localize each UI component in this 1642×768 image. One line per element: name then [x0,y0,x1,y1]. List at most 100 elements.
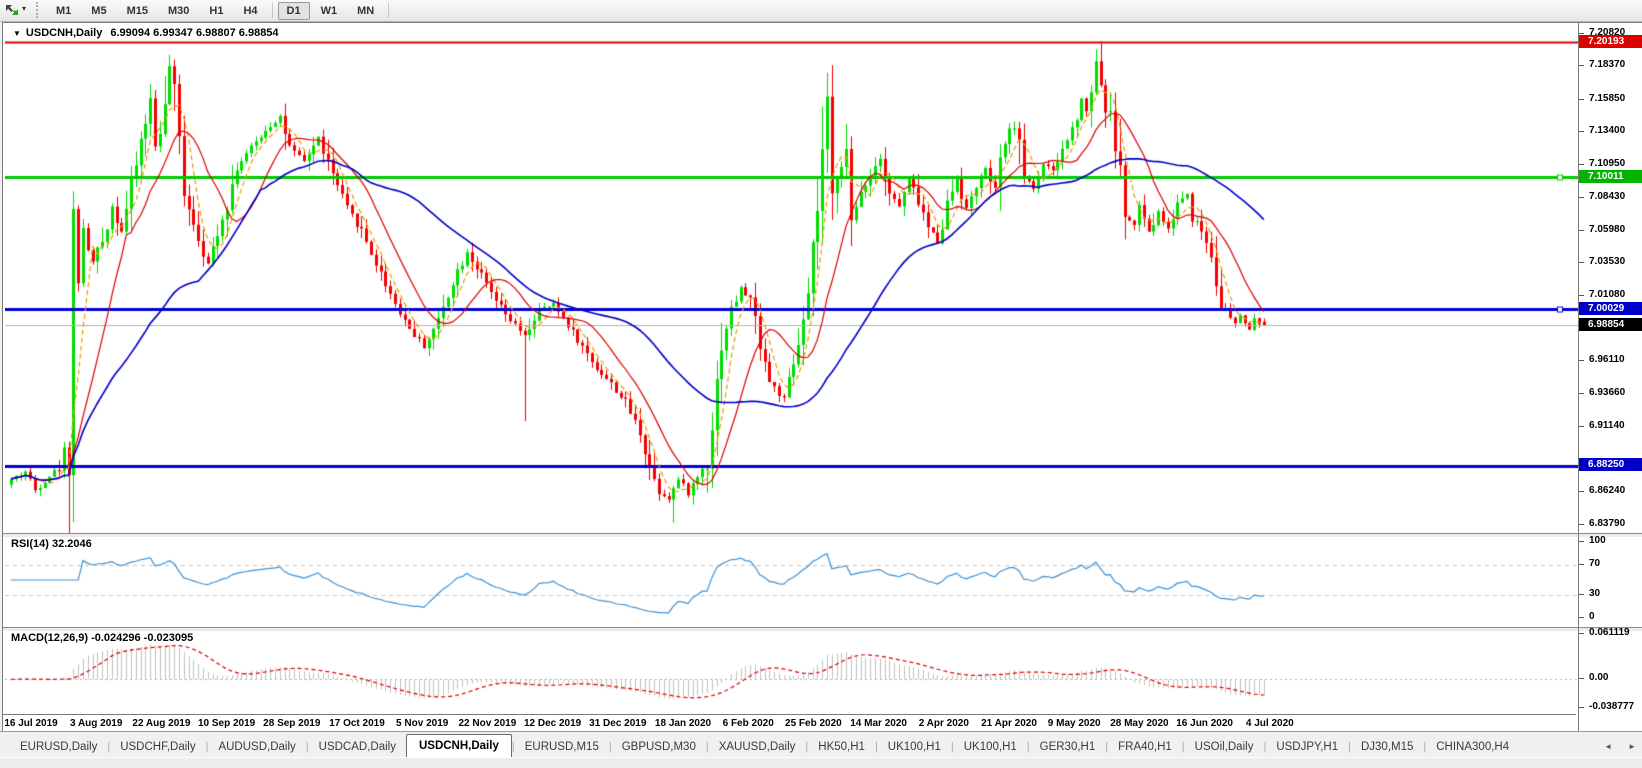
price-tick-label: 6.86240 [1589,485,1626,497]
tab-separator: | [608,741,612,753]
rsi-label: RSI(14) 32.2046 [11,538,92,550]
tabs-scroll-left-icon[interactable]: ◄ [1604,742,1613,751]
price-chart-canvas[interactable] [5,25,1578,533]
timeframe-button-m30[interactable]: M30 [167,4,190,17]
macd-tick-mark [1579,707,1584,708]
chart-shift-icon[interactable] [4,3,20,17]
price-tick-mark [1579,65,1584,67]
chart-tabs: EURUSD,Daily | USDCHF,Daily | AUDUSD,Daily | U… [0,732,1592,758]
rsi-tick-label: 0 [1589,611,1595,622]
macd-canvas[interactable] [5,630,1578,714]
rsi-canvas[interactable] [5,536,1578,627]
macd-tick-label: 0.061119 [1589,627,1630,638]
rsi-tick-label: 30 [1589,588,1601,600]
date-axis-label: 28 May 2020 [1110,718,1169,729]
chart-tab-xauusd[interactable]: XAUUSD,Daily [718,741,796,753]
rsi-tick-mark [1579,541,1584,542]
timeframe-button-w1[interactable]: W1 [320,4,338,17]
chart-tab-china300[interactable]: CHINA300,H4 [1436,741,1510,753]
tab-separator: | [511,741,515,753]
price-tick-label: 7.13400 [1589,125,1626,137]
date-axis-label: 17 Oct 2019 [329,718,385,729]
price-tick-mark [1579,262,1584,264]
price-tick-label: 6.83790 [1589,517,1626,529]
price-tick-mark [1579,426,1584,428]
tab-scroll-arrows: ◄ ► [1604,743,1636,751]
price-tick-label: 7.10950 [1589,157,1626,169]
chart-tab-uk100[interactable]: UK100,H1 [887,741,941,753]
price-tick-label: 7.18370 [1589,59,1626,71]
price-axis-border [1578,23,1579,731]
chart-tab-usdjpy[interactable]: USDJPY,H1 [1276,741,1339,753]
chart-tab-usdcad[interactable]: USDCAD,Daily [318,741,396,753]
toolbar-grip[interactable] [36,2,42,18]
timeframe-button-h1[interactable]: H1 [209,4,224,17]
chart-tab-hk50[interactable]: HK50,H1 [818,741,865,753]
tab-separator: | [950,741,954,753]
chart-tab-eurusd[interactable]: EURUSD,Daily [20,741,98,753]
price-tick-label: 6.91140 [1589,420,1625,432]
chart-tool-dropdown-icon[interactable]: ▾ [22,4,27,13]
status-bar [0,757,1642,768]
price-tick-mark [1579,360,1584,362]
chart-tab-eurusd[interactable]: EURUSD,M15 [524,741,599,753]
price-tick-mark [1579,33,1584,34]
tab-separator: | [874,741,878,753]
time-axis[interactable]: 16 Jul 2019 3 Aug 2019 22 Aug 2019 10 Sep 2… [3,714,1576,732]
date-axis-label: 28 Sep 2019 [263,718,321,729]
chart-tab-audusd[interactable]: AUDUSD,Daily [218,741,296,753]
price-tick-label: 7.01080 [1589,288,1626,300]
macd-tick-label: 0.00 [1589,672,1609,684]
chart-tab-usdchf[interactable]: USDCHF,Daily [120,741,196,753]
timeframe-button-m5[interactable]: M5 [91,4,107,17]
panel-divider-macd[interactable] [3,627,1642,632]
price-tick-label: 7.03530 [1589,256,1626,268]
tab-separator: | [1348,741,1351,753]
chart-tab-dj30[interactable]: DJ30,M15 [1360,741,1414,753]
rsi-tick-mark [1579,594,1584,596]
tabs-scroll-right-icon[interactable]: ► [1628,742,1636,751]
date-axis-label: 22 Aug 2019 [132,718,191,729]
price-tick-label: 7.20820 [1589,27,1626,38]
toolbar: ▾ M1 M5 M15 M30 H1 H4 D1 W1 MN [0,0,1642,22]
price-tick-mark [1579,163,1584,165]
toolbar-separator [271,3,273,18]
symbol-dropdown-icon[interactable]: ▼ [13,29,21,38]
chart-window: ▼ USDCNH,Daily 6.99094 6.99347 6.98807 6.9… [2,22,1642,732]
tab-separator: | [1181,741,1185,753]
timeframe-button-m15[interactable]: M15 [126,4,148,17]
tab-separator: | [107,741,111,753]
timeframe-button-mn[interactable]: MN [357,4,375,17]
chart-symbol-label: USDCNH,Daily [25,27,103,39]
chart-tab-fra40[interactable]: FRA40,H1 [1118,741,1172,753]
macd-label: MACD(12,26,9) -0.024296 -0.023095 [11,632,194,644]
date-axis-label: 3 Aug 2019 [69,718,123,729]
tab-separator: | [1026,741,1030,753]
tab-separator: | [305,741,309,753]
chart-tab-usoil[interactable]: USOil,Daily [1194,741,1254,753]
panel-divider-rsi[interactable] [3,533,1642,538]
price-badge: 7.10011 [1579,169,1642,183]
macd-tick-mark [1579,678,1584,680]
timeframe-button-d1[interactable]: D1 [277,1,310,20]
date-axis-label: 12 Dec 2019 [523,718,582,729]
date-axis-label: 2 Apr 2020 [918,718,969,729]
timeframe-button-m1[interactable]: M1 [56,4,72,17]
macd-tick-mark [1579,633,1584,634]
date-axis-label: 25 Feb 2020 [785,718,842,729]
price-tick-mark [1579,229,1584,231]
chart-tab-uk100[interactable]: UK100,H1 [963,741,1017,753]
tab-separator: | [1263,741,1267,753]
price-tick-label: 7.15850 [1589,92,1626,104]
chart-tab-ger30[interactable]: GER30,H1 [1039,741,1096,753]
tab-separator: | [1105,741,1109,753]
price-badge: 6.88250 [1579,458,1642,472]
timeframe-button-h4[interactable]: H4 [243,4,258,17]
chart-tab-gbpusd[interactable]: GBPUSD,M30 [621,741,696,753]
price-badge: 6.98854 [1579,317,1642,331]
price-tick-mark [1579,197,1584,199]
date-axis-label: 21 Apr 2020 [981,718,1037,729]
price-tick-mark [1579,294,1584,296]
chart-tab-usdcnh[interactable]: USDCNH,Daily [405,734,512,758]
